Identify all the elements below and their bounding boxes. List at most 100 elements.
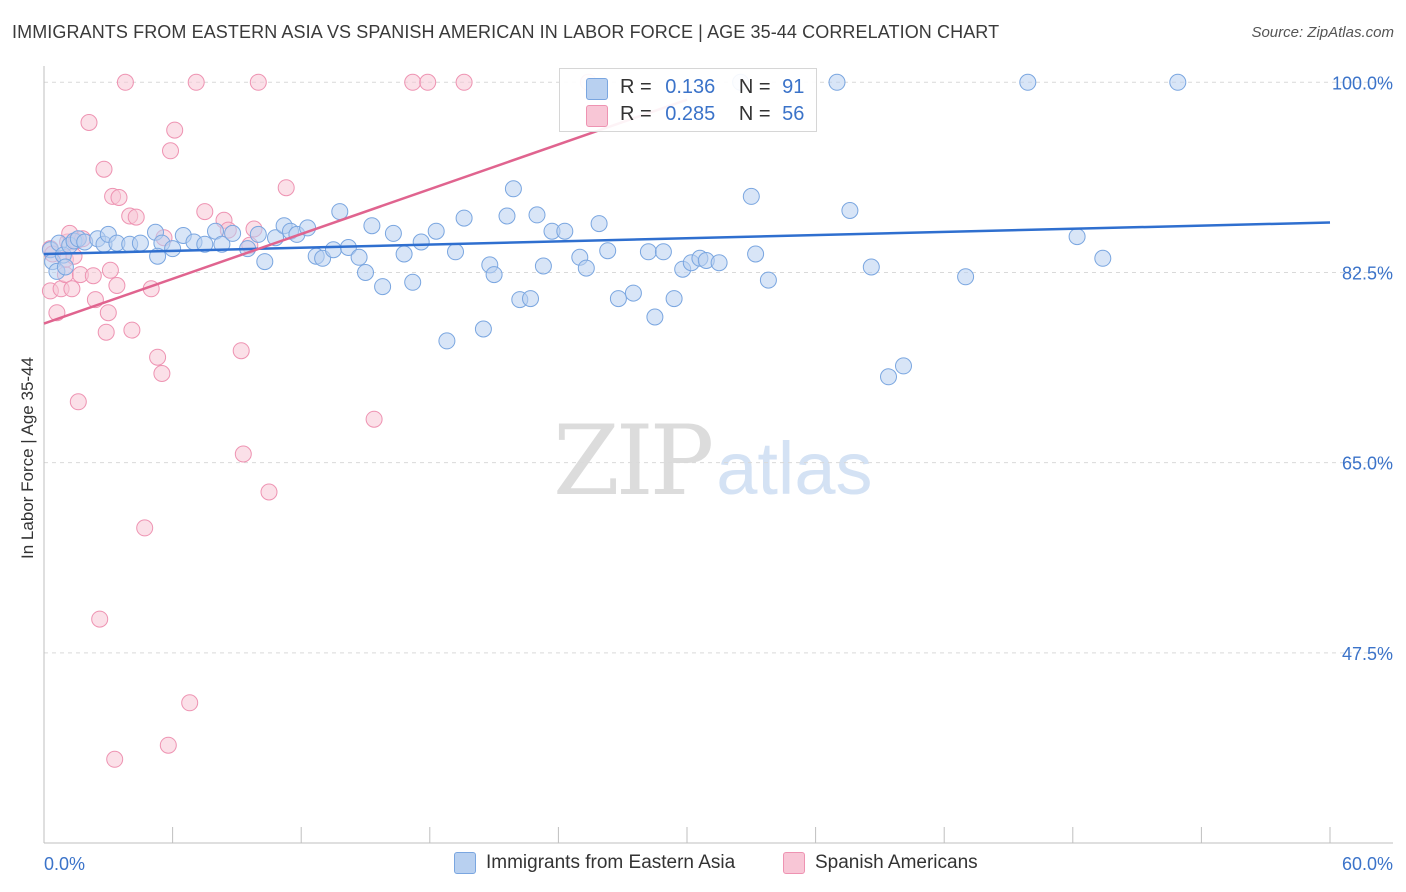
point-spanish-american: [123, 321, 141, 339]
legend-row-blue: R = 0.136 N = 91: [586, 76, 804, 100]
point-spanish-american: [260, 483, 278, 501]
watermark-zip: ZIP: [553, 405, 714, 517]
point-spanish-american: [127, 208, 145, 226]
point-eastern-asia: [164, 240, 182, 258]
point-spanish-american: [277, 179, 295, 197]
point-eastern-asia: [528, 206, 546, 224]
correlation-legend: R = 0.136 N = 91 R = 0.285 N = 56: [559, 68, 817, 132]
point-eastern-asia: [1019, 73, 1037, 91]
point-spanish-american: [455, 73, 473, 91]
point-eastern-asia: [350, 248, 368, 266]
y-tick-label: 65.0%: [1342, 454, 1393, 474]
point-eastern-asia: [624, 284, 642, 302]
legend-swatch-blue: [586, 78, 608, 100]
point-spanish-american: [404, 73, 422, 91]
series-legend-label-pink: Spanish Americans: [815, 852, 978, 873]
point-spanish-american: [196, 203, 214, 221]
point-eastern-asia: [957, 268, 975, 286]
point-eastern-asia: [862, 258, 880, 276]
point-eastern-asia: [522, 290, 539, 308]
point-eastern-asia: [404, 273, 422, 291]
point-eastern-asia: [841, 202, 859, 219]
point-spanish-american: [97, 323, 115, 341]
series-legend-label-blue: Immigrants from Eastern Asia: [486, 852, 736, 873]
point-eastern-asia: [56, 258, 74, 276]
legend-r-value-blue: 0.136: [665, 76, 716, 98]
point-eastern-asia: [498, 207, 516, 225]
point-spanish-american: [153, 365, 171, 382]
point-eastern-asia: [504, 180, 522, 198]
trendline-spanish-american: [43, 98, 688, 325]
point-eastern-asia: [710, 254, 728, 272]
point-eastern-asia: [556, 222, 574, 240]
point-spanish-american: [110, 189, 128, 206]
point-spanish-american: [181, 694, 199, 712]
legend-n-value-blue: 91: [782, 76, 805, 98]
point-eastern-asia: [485, 266, 503, 284]
point-spanish-american: [187, 73, 205, 91]
point-eastern-asia: [384, 224, 402, 242]
y-axis-label: In Labor Force | Age 35-44: [18, 357, 37, 559]
point-eastern-asia: [747, 245, 765, 263]
point-eastern-asia: [213, 235, 231, 253]
point-eastern-asia: [331, 203, 349, 221]
point-spanish-american: [232, 342, 250, 360]
point-spanish-american: [99, 304, 117, 322]
legend-r-label: R =: [620, 76, 652, 98]
point-eastern-asia: [665, 290, 683, 308]
legend-swatch-pink: [586, 105, 608, 127]
point-eastern-asia: [249, 225, 267, 243]
point-eastern-asia: [412, 233, 430, 251]
point-spanish-american: [108, 277, 126, 294]
y-tick-label: 47.5%: [1342, 644, 1393, 664]
point-eastern-asia: [609, 290, 627, 308]
y-tick-label: 82.5%: [1342, 263, 1393, 283]
point-spanish-american: [149, 348, 167, 366]
point-eastern-asia: [1068, 228, 1086, 246]
point-spanish-american: [69, 393, 87, 411]
point-eastern-asia: [455, 209, 473, 227]
point-spanish-american: [101, 261, 119, 279]
point-eastern-asia: [742, 187, 760, 205]
point-eastern-asia: [895, 357, 912, 375]
point-eastern-asia: [324, 241, 342, 259]
point-eastern-asia: [395, 245, 413, 263]
x-tick-label-min: 0.0%: [44, 854, 85, 874]
legend-n-value-pink: 56: [782, 103, 805, 125]
point-eastern-asia: [599, 242, 617, 260]
point-spanish-american: [80, 114, 98, 131]
point-eastern-asia: [357, 264, 374, 281]
point-eastern-asia: [447, 243, 464, 261]
point-eastern-asia: [654, 243, 672, 261]
point-eastern-asia: [534, 257, 552, 275]
point-eastern-asia: [438, 332, 456, 350]
point-spanish-american: [249, 73, 267, 91]
legend-r-value-pink: 0.285: [665, 103, 716, 125]
point-eastern-asia: [224, 224, 242, 242]
point-eastern-asia: [256, 253, 274, 271]
point-eastern-asia: [427, 222, 445, 240]
point-eastern-asia: [196, 235, 214, 253]
legend-n-label: N =: [738, 103, 771, 125]
legend-row-pink: R = 0.285 N = 56: [586, 103, 804, 127]
point-eastern-asia: [828, 73, 846, 91]
point-eastern-asia: [577, 259, 595, 277]
chart-title: IMMIGRANTS FROM EASTERN ASIA VS SPANISH …: [12, 22, 1000, 42]
point-spanish-american: [365, 410, 383, 428]
point-spanish-american: [136, 519, 154, 537]
point-spanish-american: [234, 445, 252, 463]
series-legend: Immigrants from Eastern Asia Spanish Ame…: [0, 850, 1406, 880]
point-eastern-asia: [374, 278, 392, 296]
point-spanish-american: [95, 160, 113, 178]
point-eastern-asia: [759, 271, 777, 289]
point-eastern-asia: [474, 320, 492, 338]
point-eastern-asia: [1094, 249, 1112, 267]
point-spanish-american: [106, 750, 124, 768]
point-eastern-asia: [639, 243, 657, 261]
point-spanish-american: [162, 142, 179, 160]
point-spanish-american: [91, 610, 109, 628]
source-label: Source: ZipAtlas.com: [1251, 24, 1394, 41]
point-eastern-asia: [363, 217, 381, 235]
point-spanish-american: [159, 736, 177, 754]
